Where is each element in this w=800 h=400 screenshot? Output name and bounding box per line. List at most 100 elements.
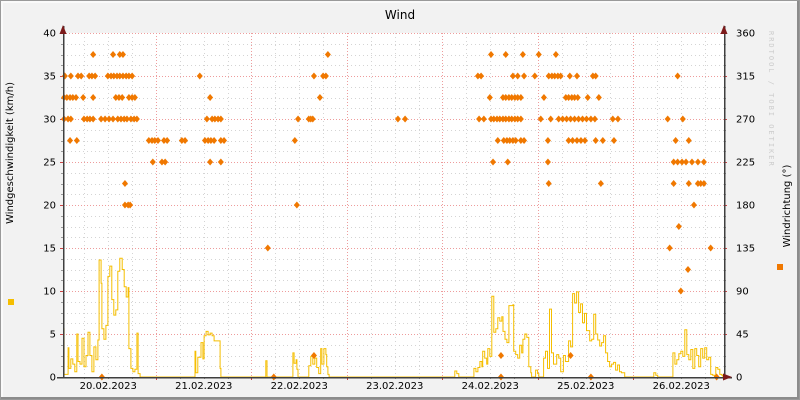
- direction-point: [67, 115, 74, 123]
- direction-point: [474, 72, 481, 80]
- direction-point: [121, 180, 128, 187]
- direction-point: [324, 51, 331, 58]
- chart-title: Wind: [384, 8, 416, 22]
- direction-point: [154, 137, 161, 144]
- direction-point: [129, 72, 136, 80]
- y-left-tick-label: 5: [50, 330, 56, 341]
- direction-point: [162, 158, 169, 166]
- direction-point: [614, 115, 621, 123]
- y-left-tick-label: 25: [43, 158, 56, 169]
- direction-point: [557, 72, 564, 80]
- direction-point: [514, 94, 521, 101]
- direction-point: [517, 137, 524, 144]
- direction-point: [80, 94, 87, 101]
- direction-point: [509, 72, 516, 80]
- right-axis-arrow: [720, 25, 728, 34]
- direction-point: [476, 115, 483, 123]
- direction-point: [78, 72, 85, 80]
- direction-point: [591, 115, 598, 123]
- x-tick-label: 26.02.2023: [653, 381, 710, 392]
- direction-point: [217, 115, 224, 123]
- direction-point: [196, 72, 203, 80]
- direction-point: [682, 158, 689, 166]
- y-right-tick-label: 135: [736, 244, 755, 255]
- direction-point: [697, 180, 704, 187]
- y-right-tick-label: 180: [736, 201, 755, 212]
- direction-point: [567, 352, 574, 359]
- direction-point: [133, 115, 140, 123]
- direction-point: [123, 115, 130, 123]
- direction-point: [571, 94, 578, 101]
- direction-point: [102, 115, 109, 123]
- direction-point: [569, 137, 576, 144]
- direction-point: [609, 115, 616, 123]
- direction-point: [86, 115, 93, 123]
- direction-point: [565, 137, 572, 144]
- direction-point: [116, 51, 123, 58]
- direction-point: [221, 137, 228, 144]
- direction-point: [207, 94, 214, 101]
- direction-point: [110, 115, 117, 123]
- direction-point: [402, 115, 409, 123]
- direction-point: [73, 94, 80, 101]
- direction-point: [512, 137, 519, 144]
- direction-point: [90, 115, 97, 123]
- direction-point: [119, 51, 126, 58]
- x-tick-label: 24.02.2023: [462, 381, 519, 392]
- direction-point: [116, 72, 123, 80]
- direction-point: [674, 158, 681, 166]
- direction-point: [508, 115, 515, 123]
- direction-point: [203, 115, 210, 123]
- direction-point: [571, 115, 578, 123]
- x-tick-label: 20.02.2023: [80, 381, 137, 392]
- direction-point: [552, 51, 559, 58]
- direction-point: [75, 72, 82, 80]
- x-tick-label: 25.02.2023: [557, 381, 614, 392]
- rrdtool-watermark: RRDTOOL / TOBI OETIKER: [767, 31, 775, 168]
- direction-point: [674, 72, 681, 80]
- x-tick-label: 22.02.2023: [271, 381, 328, 392]
- direction-point: [584, 94, 591, 101]
- direction-point: [544, 137, 551, 144]
- direction-point: [127, 201, 134, 209]
- direction-point: [592, 72, 599, 80]
- direction-point: [310, 352, 317, 359]
- direction-point: [164, 137, 171, 144]
- direction-point: [565, 94, 572, 101]
- direction-point: [592, 137, 599, 144]
- direction-point: [506, 137, 513, 144]
- direction-point: [675, 223, 682, 230]
- direction-point: [573, 137, 580, 144]
- direction-point: [131, 94, 138, 101]
- x-axis-arrow: [723, 373, 732, 381]
- direction-point: [679, 158, 686, 166]
- direction-point: [540, 94, 547, 101]
- direction-point: [517, 115, 524, 123]
- direction-point: [201, 137, 208, 144]
- direction-point: [90, 94, 97, 101]
- direction-point: [679, 115, 686, 123]
- direction-point: [125, 94, 132, 101]
- direction-point: [207, 158, 214, 166]
- direction-point: [700, 158, 707, 166]
- y-right-tick-label: 225: [736, 158, 755, 169]
- y-left-tick-label: 0: [50, 373, 56, 384]
- left-axis-arrow: [59, 25, 67, 34]
- y-right-tick-label: 270: [736, 115, 755, 126]
- y-left-tick-label: 30: [43, 115, 56, 126]
- speed-legend-swatch: [8, 299, 14, 305]
- x-tick-label: 23.02.2023: [366, 381, 423, 392]
- direction-point: [559, 115, 566, 123]
- direction-point: [106, 115, 113, 123]
- direction-point: [104, 72, 111, 80]
- direction-point: [114, 115, 121, 123]
- direction-point: [566, 72, 573, 80]
- direction-point: [69, 94, 76, 101]
- speed-line: [63, 257, 724, 378]
- y-left-tick-label: 40: [43, 29, 56, 40]
- direction-point: [316, 94, 323, 101]
- direction-point: [694, 158, 701, 166]
- direction-point: [310, 72, 317, 80]
